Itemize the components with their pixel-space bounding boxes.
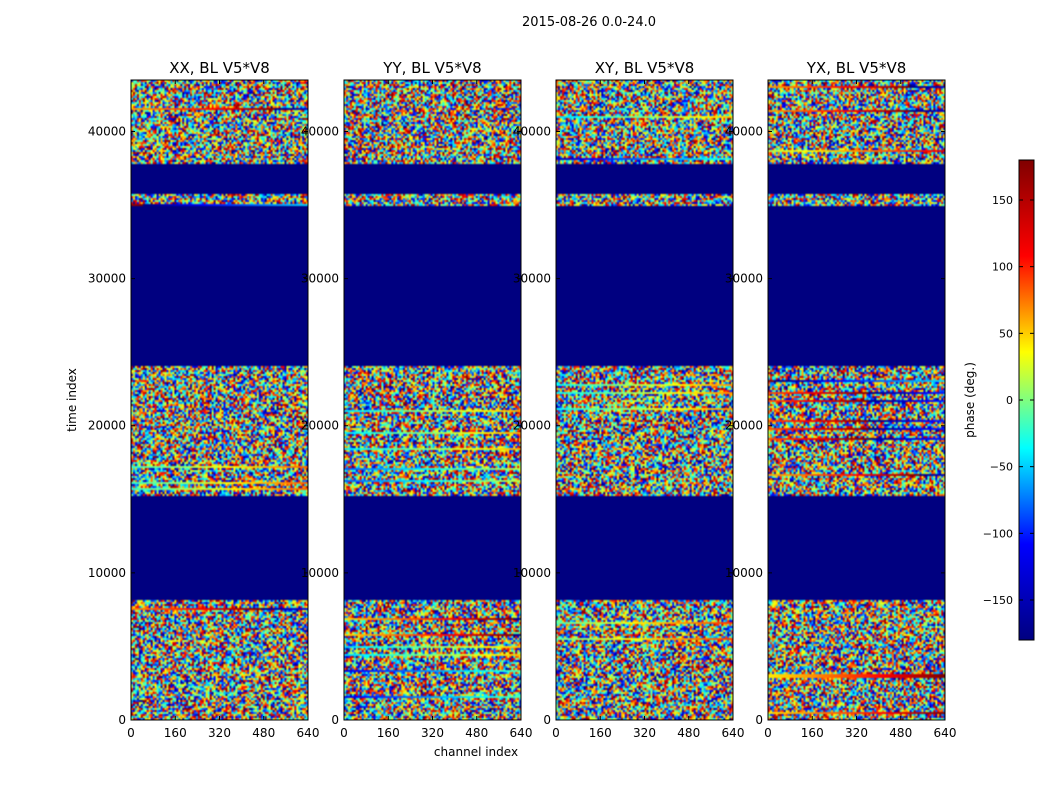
figure-title: 2015-08-26 0.0-24.0 [522, 15, 656, 30]
panel-title: YX, BL V5*V8 [806, 59, 907, 77]
panels: XX, BL V5*V8 0 160 320 480 640 0 10000 20000 3000… [88, 59, 957, 740]
y-tick-label: 0 [118, 713, 126, 727]
y-tick-label: 40000 [513, 124, 551, 138]
y-tick-label: 0 [755, 713, 763, 727]
colorbar-tick-label: 150 [992, 194, 1013, 207]
x-tick-label: 640 [297, 726, 320, 740]
x-tick-label: 480 [252, 726, 275, 740]
x-tick-label: 480 [677, 726, 700, 740]
y-tick-label: 40000 [88, 124, 126, 138]
y-tick-label: 20000 [301, 419, 339, 433]
x-tick-label: 640 [934, 726, 957, 740]
x-tick-label: 320 [421, 726, 444, 740]
y-tick-label: 20000 [88, 419, 126, 433]
colorbar-tick-label: −100 [983, 527, 1013, 540]
y-tick-label: 40000 [725, 124, 763, 138]
heatmap-image [768, 80, 945, 720]
y-tick-label: 10000 [301, 566, 339, 580]
y-axis-label: time index [65, 368, 79, 432]
colorbar-tick-label: 0 [1006, 394, 1013, 407]
panel-yy: YY, BL V5*V8 0 160 320 480 640 0 10000 20000 3000… [301, 59, 533, 740]
panel-title: YY, BL V5*V8 [382, 59, 481, 77]
colorbar-tick-label: −50 [990, 461, 1013, 474]
x-tick-label: 160 [589, 726, 612, 740]
y-tick-label: 20000 [725, 419, 763, 433]
y-tick-label: 10000 [88, 566, 126, 580]
x-tick-label: 160 [801, 726, 824, 740]
x-tick-label: 320 [633, 726, 656, 740]
y-tick-label: 0 [331, 713, 339, 727]
heatmap-image [344, 80, 521, 720]
heatmap-image [131, 80, 308, 720]
colorbar-tick-label: 50 [999, 327, 1013, 340]
panel-title: XX, BL V5*V8 [169, 59, 270, 77]
y-tick-label: 10000 [725, 566, 763, 580]
colorbar: 150 100 50 0 −50 −100 −150 [983, 159, 1035, 641]
colorbar-gradient [1019, 160, 1034, 640]
colorbar-tick-label: 100 [992, 261, 1013, 274]
x-tick-label: 160 [164, 726, 187, 740]
x-tick-label: 320 [208, 726, 231, 740]
colorbar-label: phase (deg.) [963, 362, 977, 438]
x-tick-label: 0 [552, 726, 560, 740]
x-tick-label: 480 [889, 726, 912, 740]
x-axis-label: channel index [434, 745, 518, 759]
y-tick-label: 30000 [88, 272, 126, 286]
x-tick-label: 640 [510, 726, 533, 740]
x-tick-label: 0 [764, 726, 772, 740]
panel-yx: YX, BL V5*V8 0 160 320 480 640 0 10000 20000 3000… [725, 59, 957, 740]
x-tick-label: 160 [377, 726, 400, 740]
y-tick-label: 30000 [301, 272, 339, 286]
y-tick-label: 40000 [301, 124, 339, 138]
heatmap-image [556, 80, 733, 720]
x-tick-label: 0 [127, 726, 135, 740]
x-tick-label: 320 [845, 726, 868, 740]
y-tick-label: 30000 [725, 272, 763, 286]
y-tick-label: 10000 [513, 566, 551, 580]
panel-xy: XY, BL V5*V8 0 160 320 480 640 0 10000 20000 3000… [513, 59, 745, 740]
colorbar-tick-label: −150 [983, 594, 1013, 607]
panel-xx: XX, BL V5*V8 0 160 320 480 640 0 10000 20000 3000… [88, 59, 320, 740]
panel-title: XY, BL V5*V8 [595, 59, 695, 77]
y-tick-label: 0 [543, 713, 551, 727]
y-tick-label: 30000 [513, 272, 551, 286]
x-tick-label: 480 [465, 726, 488, 740]
y-tick-label: 20000 [513, 419, 551, 433]
x-tick-label: 0 [340, 726, 348, 740]
x-tick-label: 640 [722, 726, 745, 740]
